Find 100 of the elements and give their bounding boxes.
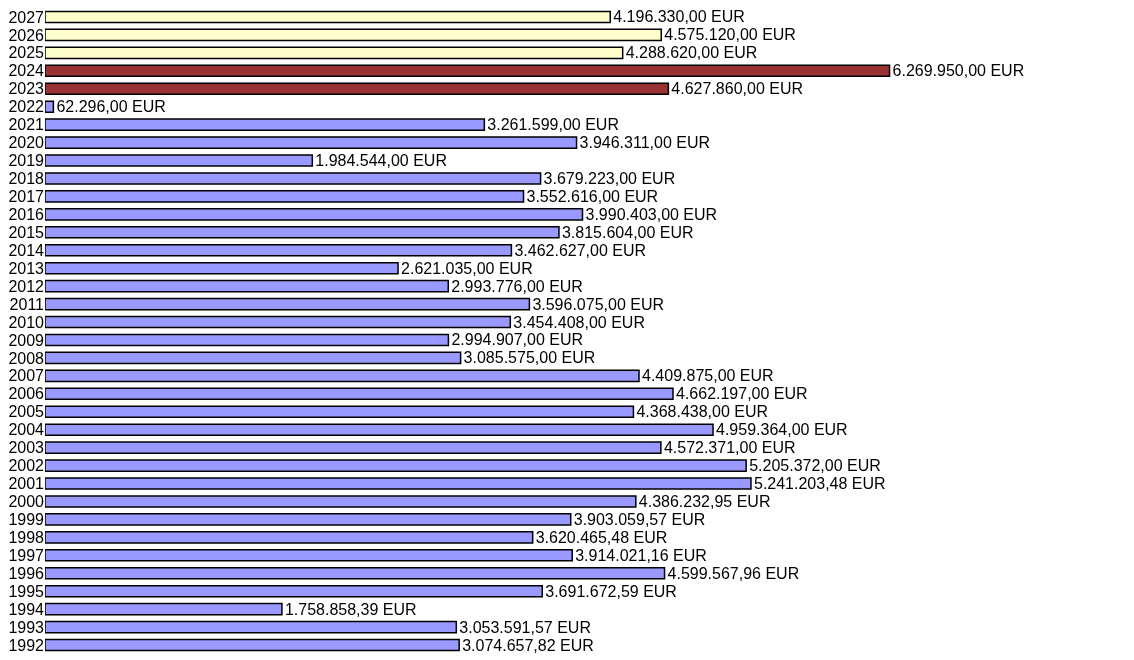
data-label: 4.572.371,00 EUR (663, 439, 796, 457)
data-label: 4.662.197,00 EUR (675, 385, 808, 403)
data-label: 3.261.599,00 EUR (487, 116, 619, 134)
data-label: 1.984.544,00 EUR (315, 152, 447, 170)
data-label: 3.903.059,57 EUR (573, 510, 706, 528)
y-tick-label: 2008 (8, 349, 45, 367)
bar (45, 387, 674, 401)
bar (45, 584, 544, 598)
y-tick-label: 1999 (8, 511, 45, 529)
y-tick-label: 2018 (8, 170, 45, 188)
y-tick-label: 2009 (8, 331, 45, 349)
y-tick-label: 2006 (8, 385, 45, 403)
data-label: 1.758.858,39 EUR (284, 600, 417, 618)
y-tick-label: 2004 (8, 421, 45, 439)
bar (45, 477, 752, 490)
data-label: 3.053.591,57 EUR (459, 618, 591, 636)
bar (45, 46, 624, 60)
y-tick-label: 1996 (8, 564, 45, 582)
bar (45, 513, 572, 526)
data-label: 4.288.620,00 EUR (625, 44, 758, 62)
bar (45, 369, 640, 383)
bar (45, 297, 531, 311)
data-label: 4.196.330,00 EUR (613, 8, 745, 26)
data-label: 4.627.860,00 EUR (671, 80, 804, 98)
data-label: 3.691.672,59 EUR (545, 582, 677, 600)
bar (45, 351, 462, 365)
y-tick-label: 1992 (8, 636, 45, 654)
bar (45, 243, 513, 257)
data-label: 3.596.075,00 EUR (532, 295, 665, 313)
y-tick-label: 2010 (8, 313, 45, 331)
bar (45, 100, 55, 114)
y-tick-label: 2022 (8, 98, 45, 116)
data-label: 4.368.438,00 EUR (636, 403, 769, 421)
bar (45, 638, 460, 652)
bar (45, 225, 560, 239)
bar (45, 441, 662, 454)
data-label: 3.085.575,00 EUR (463, 349, 596, 367)
y-tick-label: 1994 (8, 600, 45, 618)
data-label: 3.914.021,16 EUR (575, 546, 707, 564)
y-tick-label: 2027 (8, 8, 45, 26)
bar (45, 566, 666, 580)
y-tick-label: 2020 (8, 134, 45, 152)
data-label: 5.205.372,00 EUR (749, 457, 881, 475)
data-label: 4.409.875,00 EUR (642, 367, 774, 385)
bar (45, 64, 891, 78)
y-tick-label: 2026 (8, 26, 45, 44)
data-label: 2.621.035,00 EUR (401, 259, 533, 277)
y-tick-label: 1998 (8, 528, 45, 546)
data-label: 4.599.567,96 EUR (667, 564, 800, 582)
data-label: 3.815.604,00 EUR (561, 223, 694, 241)
bar (45, 423, 714, 437)
bar (45, 10, 611, 24)
data-label: 4.386.232,95 EUR (638, 492, 771, 510)
data-label: 3.990.403,00 EUR (585, 205, 718, 223)
bar (45, 495, 637, 508)
y-tick-label: 2007 (8, 367, 45, 385)
y-tick-label: 2019 (8, 152, 45, 170)
y-tick-label: 2016 (8, 205, 45, 223)
bar (45, 28, 663, 42)
data-label: 3.552.616,00 EUR (526, 187, 659, 205)
bar (45, 118, 486, 131)
data-label: 3.679.223,00 EUR (543, 169, 676, 187)
bar (45, 333, 450, 347)
bar (45, 531, 534, 544)
y-tick-label: 2012 (8, 277, 45, 295)
y-tick-label: 2002 (8, 457, 45, 475)
data-label: 4.575.120,00 EUR (664, 26, 796, 44)
bar (45, 602, 283, 616)
bar (45, 154, 314, 167)
bar (45, 82, 670, 96)
data-label: 3.620.465,48 EUR (535, 528, 668, 546)
bar (45, 208, 584, 221)
bar (45, 190, 525, 203)
bar (45, 405, 635, 419)
data-label: 62.296,00 EUR (56, 98, 166, 116)
bar (45, 261, 399, 275)
data-label: 2.993.776,00 EUR (451, 277, 583, 295)
bar (45, 315, 512, 329)
data-label: 3.074.657,82 EUR (462, 636, 594, 654)
bar (45, 279, 450, 293)
y-tick-label: 2005 (8, 403, 45, 421)
y-tick-label: 2015 (8, 223, 45, 241)
data-label: 3.462.627,00 EUR (514, 241, 647, 259)
y-tick-label: 2017 (8, 188, 45, 206)
y-tick-label: 2001 (8, 475, 45, 493)
y-tick-label: 2011 (9, 295, 45, 313)
data-label: 4.959.364,00 EUR (716, 421, 848, 439)
y-tick-label: 2021 (8, 116, 45, 134)
data-label: 3.946.311,00 EUR (579, 134, 711, 152)
bar (45, 172, 542, 185)
y-tick-label: 2024 (8, 62, 45, 80)
data-label: 5.241.203,48 EUR (753, 475, 886, 493)
y-tick-label: 2000 (8, 493, 45, 511)
y-tick-label: 2014 (8, 241, 45, 259)
bar (45, 136, 578, 149)
bar (45, 620, 458, 634)
y-tick-label: 2025 (8, 44, 45, 62)
y-tick-label: 2003 (8, 439, 45, 457)
bar (45, 459, 747, 472)
y-tick-label: 1997 (8, 546, 45, 564)
